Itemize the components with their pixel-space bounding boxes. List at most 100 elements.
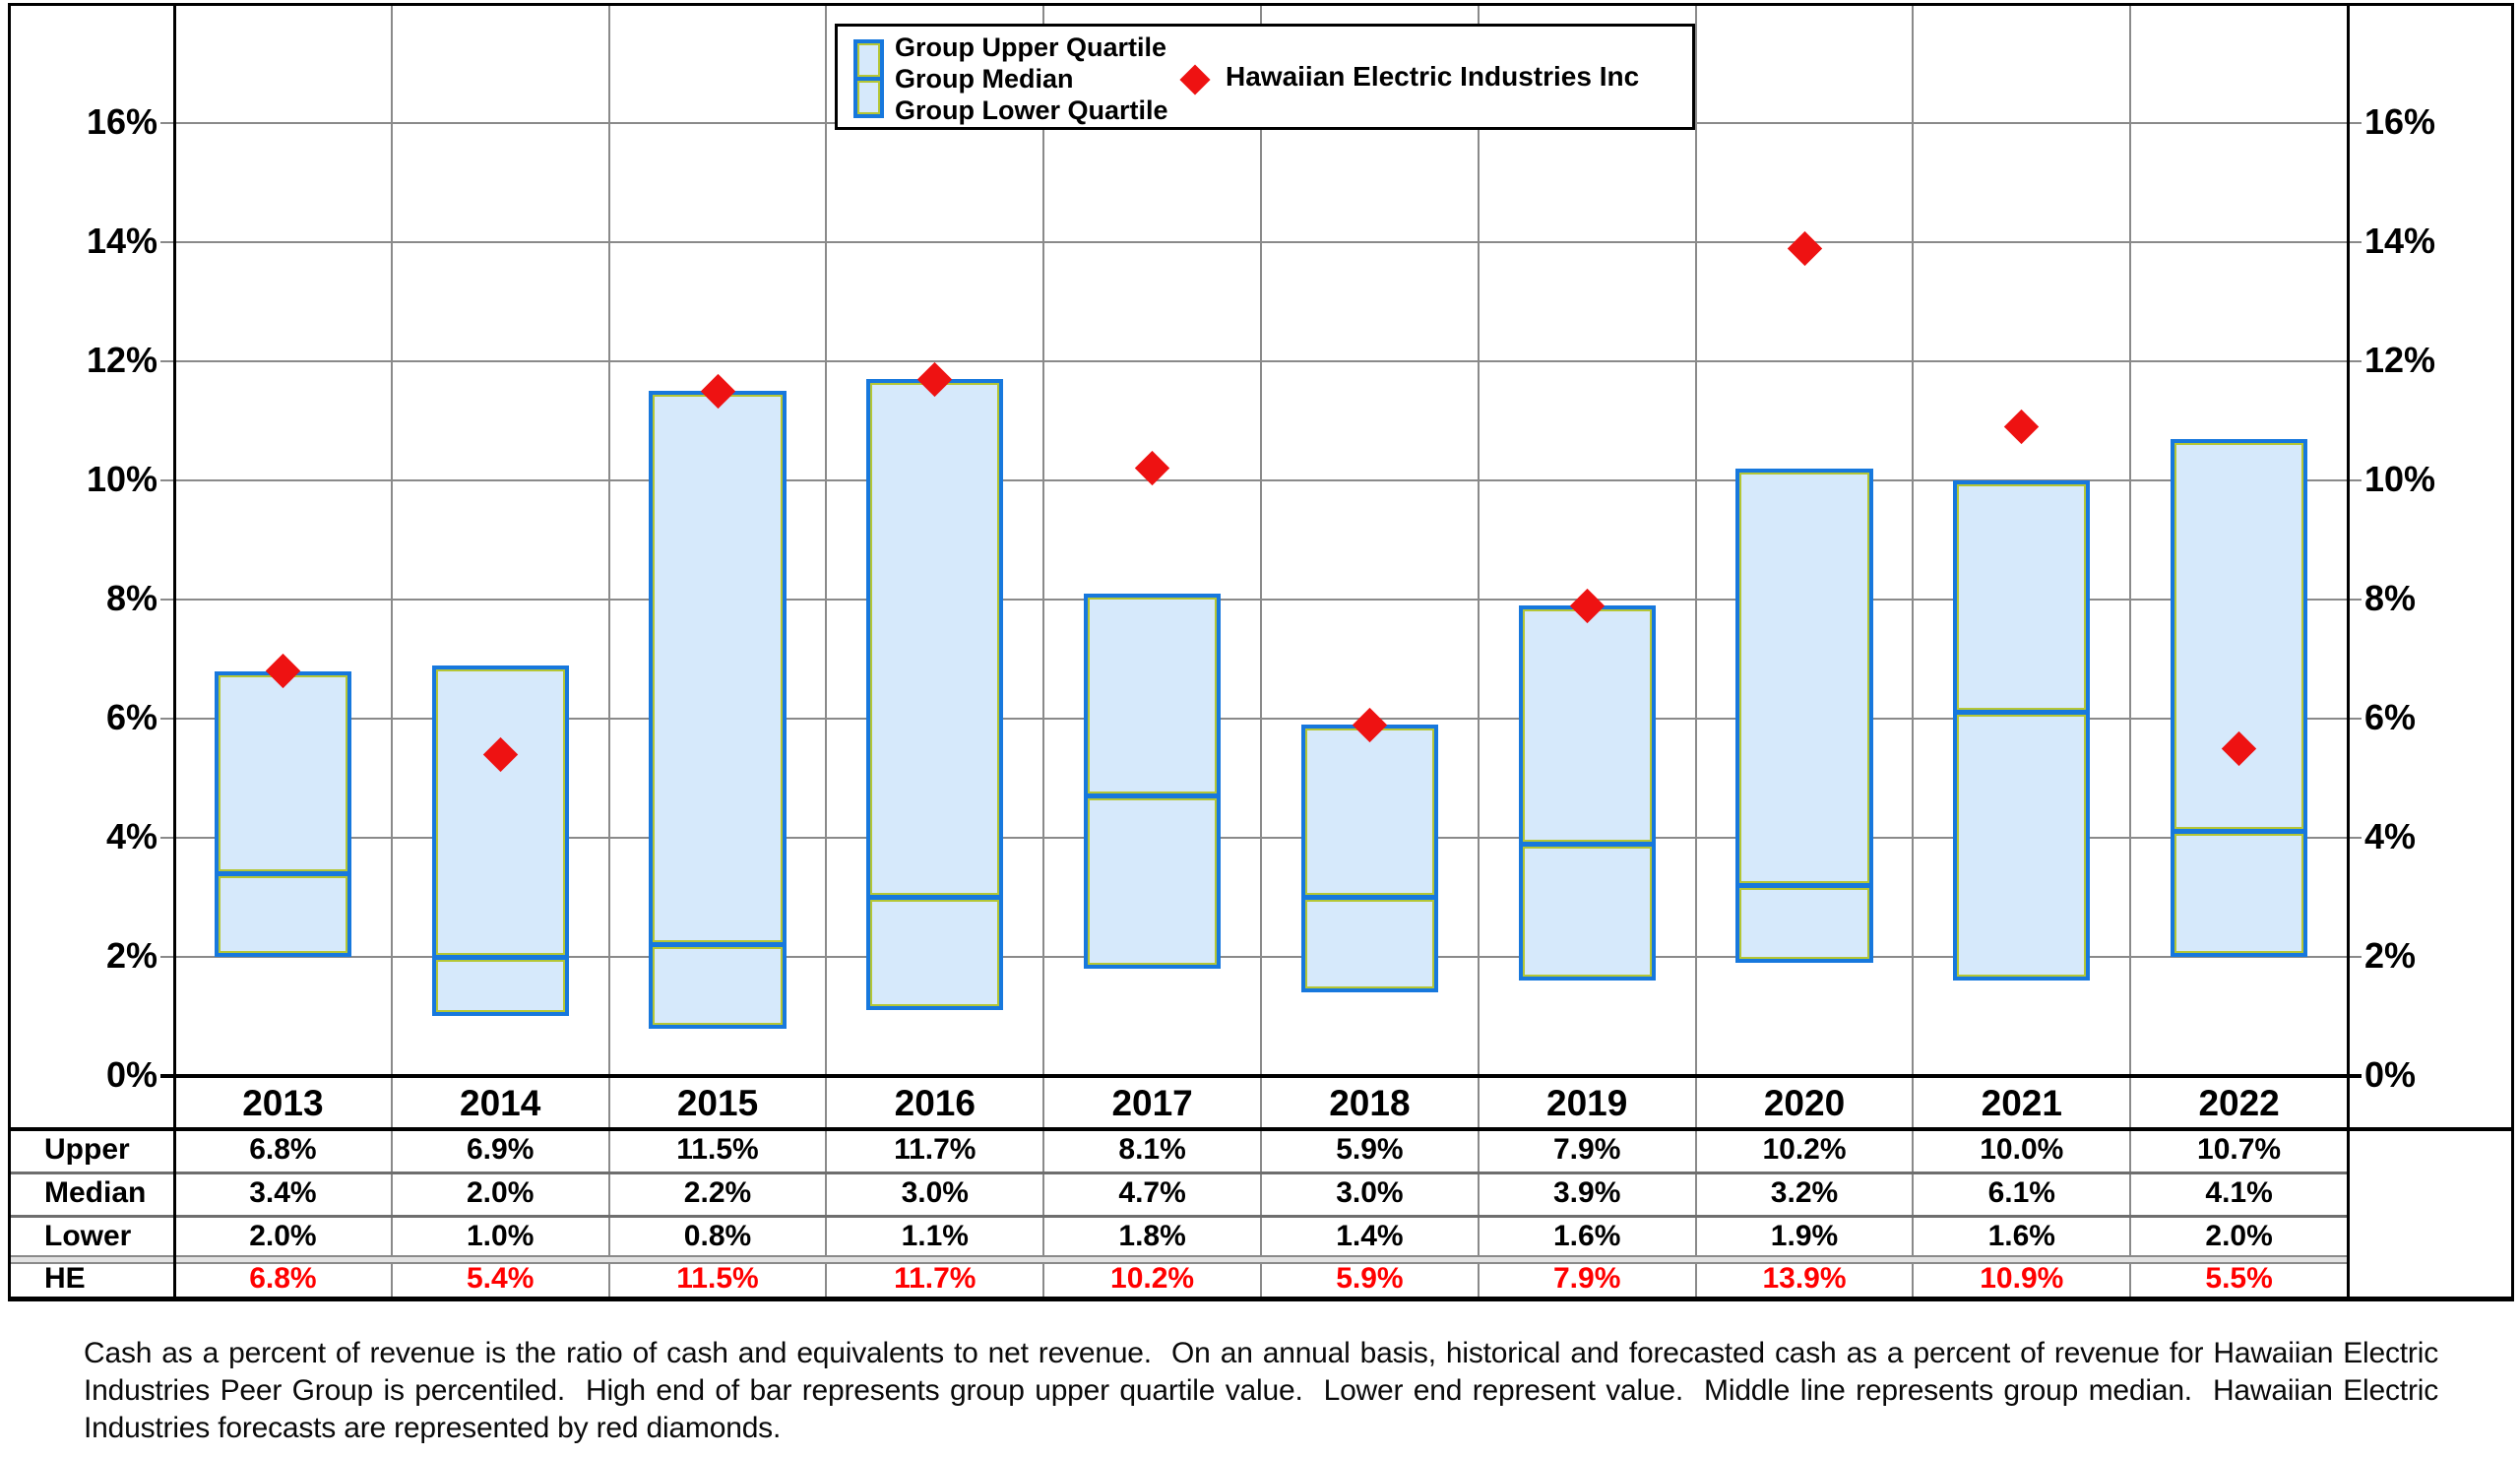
year-label: 2019: [1546, 1083, 1628, 1123]
year-label: 2013: [242, 1083, 324, 1123]
table-cell: 5.4%: [466, 1262, 535, 1295]
table-cell: 5.9%: [1336, 1133, 1404, 1166]
table-cell: 7.9%: [1552, 1262, 1621, 1295]
gridline-v: [390, 3, 393, 1301]
y-axis-label-right: 12%: [2364, 340, 2436, 380]
gridline-v: [607, 3, 610, 1301]
chart-legend: Group Upper Quartile Group Median Group …: [835, 24, 1695, 130]
y-axis-label-right: 14%: [2364, 221, 2436, 261]
y-axis-label-right: 0%: [2364, 1054, 2417, 1095]
table-cell: 5.5%: [2205, 1262, 2273, 1295]
y-axis-label-right: 6%: [2364, 697, 2417, 737]
table-row-label: Median: [44, 1176, 147, 1209]
chart-footnote: Cash as a percent of revenue is the rati…: [84, 1337, 2447, 1444]
quartile-bar: [2171, 438, 2308, 957]
year-label: 2022: [2198, 1083, 2280, 1123]
median-line: [1739, 882, 1869, 888]
x-axis-zero-line: [160, 1074, 2362, 1078]
table-cell: 1.0%: [466, 1220, 535, 1252]
table-cell: 3.2%: [1770, 1176, 1839, 1209]
legend-item-hawaiian-electric: Hawaiian Electric Industries Inc: [1226, 61, 1640, 92]
table-cell: 3.0%: [901, 1176, 969, 1209]
y-axis-label-right: 2%: [2364, 935, 2417, 976]
gridline-v: [2129, 3, 2132, 1301]
table-cell: 6.8%: [249, 1262, 317, 1295]
table-row-label: Upper: [44, 1133, 130, 1166]
table-cell: 11.5%: [676, 1133, 759, 1166]
table-cell: 1.4%: [1336, 1220, 1404, 1252]
median-line: [1088, 793, 1218, 799]
gridline-v: [1042, 3, 1045, 1301]
table-cell: 0.8%: [683, 1220, 752, 1252]
table-cell: 3.9%: [1552, 1176, 1621, 1209]
legend-diamond-icon: [1179, 64, 1211, 95]
table-cell: 4.7%: [1118, 1176, 1186, 1209]
y-axis-label-left: 4%: [105, 816, 158, 856]
table-cell: 3.0%: [1336, 1176, 1404, 1209]
table-cell: 4.1%: [2205, 1176, 2273, 1209]
gridline-v: [1694, 3, 1697, 1301]
quartile-bar: [1518, 605, 1656, 982]
year-label: 2016: [894, 1083, 976, 1123]
y-axis-label-right: 16%: [2364, 101, 2436, 142]
y-axis-label-left: 0%: [105, 1054, 158, 1095]
y-axis-line-left: [173, 3, 176, 1301]
quartile-bar: [431, 665, 569, 1017]
median-line: [218, 870, 347, 876]
y-axis-label-left: 6%: [105, 697, 158, 737]
quartile-bar: [649, 391, 787, 1029]
table-cell: 1.8%: [1118, 1220, 1186, 1252]
table-cell: 1.9%: [1770, 1220, 1839, 1252]
year-label: 2020: [1763, 1083, 1846, 1123]
legend-item-lower-quartile: Group Lower Quartile: [895, 95, 1168, 125]
table-cell: 1.6%: [1552, 1220, 1621, 1252]
median-line: [1522, 841, 1652, 847]
quartile-bar: [214, 670, 351, 957]
year-label: 2014: [460, 1083, 541, 1123]
gridline-v: [1912, 3, 1915, 1301]
year-label: 2017: [1111, 1083, 1193, 1123]
he-diamond: [1787, 230, 1822, 266]
gridline-v: [825, 3, 828, 1301]
median-line: [653, 942, 783, 948]
table-cell: 13.9%: [1762, 1262, 1847, 1295]
median-line: [435, 954, 565, 960]
quartile-bar: [866, 379, 1004, 1011]
table-cell: 2.0%: [249, 1220, 317, 1252]
table-cell: 11.7%: [894, 1262, 976, 1295]
he-diamond: [2004, 409, 2040, 445]
table-cell: 11.5%: [676, 1262, 759, 1295]
chart-table-border: [8, 1127, 2514, 1131]
table-cell: 5.9%: [1336, 1262, 1404, 1295]
table-cell: 6.9%: [466, 1133, 535, 1166]
median-line: [870, 895, 1000, 900]
y-axis-label-left: 8%: [105, 578, 158, 618]
median-line: [2174, 829, 2304, 835]
quartile-bar: [1084, 593, 1222, 970]
y-axis-line-right: [2347, 3, 2350, 1301]
table-cell: 2.0%: [466, 1176, 535, 1209]
y-axis-label-left: 2%: [105, 935, 158, 976]
table-row-label: HE: [44, 1262, 86, 1295]
table-cell: 11.7%: [894, 1133, 976, 1166]
y-axis-label-right: 4%: [2364, 816, 2417, 856]
table-cell: 10.0%: [1980, 1133, 2064, 1166]
table-cell: 6.8%: [249, 1133, 317, 1166]
year-label: 2015: [676, 1083, 759, 1123]
table-row-separator: [8, 1172, 2349, 1174]
gridline-v: [1477, 3, 1480, 1301]
table-cell: 2.2%: [683, 1176, 752, 1209]
table-cell: 3.4%: [249, 1176, 317, 1209]
y-axis-label-left: 10%: [86, 459, 158, 499]
year-label: 2021: [1981, 1083, 2062, 1123]
legend-item-upper-quartile: Group Upper Quartile: [895, 32, 1167, 62]
table-cell: 8.1%: [1118, 1133, 1186, 1166]
table-cell: 10.9%: [1980, 1262, 2064, 1295]
legend-lower-cell-icon: [853, 77, 884, 118]
median-line: [1957, 710, 2087, 716]
y-axis-label-left: 16%: [86, 101, 158, 142]
legend-item-median: Group Median: [895, 64, 1074, 94]
table-cell: 10.2%: [1110, 1262, 1195, 1295]
table-row-separator: [8, 1215, 2349, 1218]
quartile-bar: [1300, 725, 1438, 993]
